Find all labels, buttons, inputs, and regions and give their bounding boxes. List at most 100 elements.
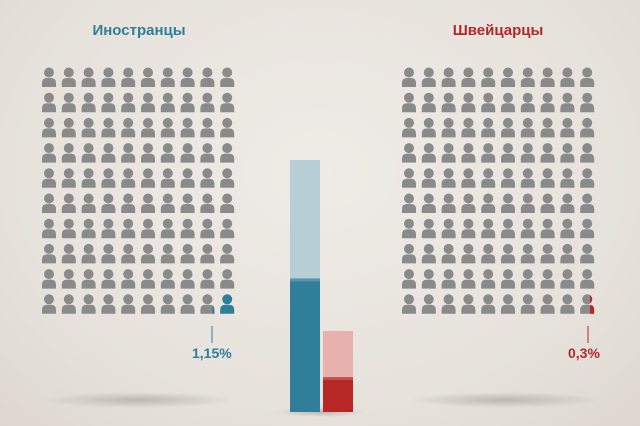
person-icon-1-91	[421, 294, 436, 314]
person-icon-1-3	[461, 67, 476, 87]
person-icon-1-11	[421, 92, 436, 113]
person-icon-1-65	[501, 218, 515, 239]
person-icon-1-5	[501, 67, 515, 87]
person-icon-0-77	[180, 243, 195, 264]
person-icon-0-66	[160, 218, 175, 239]
person-icon-1-27	[540, 117, 555, 138]
person-icon-0-79	[220, 243, 235, 264]
person-icon-1-14	[481, 92, 496, 113]
title-swiss: Швейцарцы	[453, 22, 544, 39]
person-icon-0-76	[160, 243, 175, 264]
person-icon-highlight-1	[590, 295, 595, 314]
person-icon-1-63	[461, 218, 476, 239]
person-icon-1-76	[520, 243, 535, 264]
person-icon-1-88	[560, 269, 575, 289]
value-label-foreigners: 1,15%	[192, 345, 232, 361]
pictogram-grid-swiss	[402, 67, 595, 314]
person-icon-1-94	[481, 294, 496, 314]
person-icon-0-1	[61, 67, 76, 87]
person-icon-0-89	[220, 269, 235, 289]
person-icon-1-50	[402, 193, 416, 213]
person-icon-0-6	[160, 67, 175, 87]
person-icon-0-29	[220, 117, 235, 138]
person-icon-1-2	[441, 67, 456, 87]
person-icon-0-58	[200, 193, 215, 213]
person-icon-1-38	[560, 143, 575, 163]
person-icon-0-92	[81, 294, 96, 314]
person-icon-1-21	[421, 117, 436, 138]
person-icon-0-7	[180, 67, 195, 87]
person-icon-1-53	[461, 193, 476, 213]
person-icon-0-59	[220, 193, 235, 213]
person-icon-1-51	[421, 193, 436, 213]
person-icon-1-19	[580, 92, 595, 113]
person-icon-0-82	[81, 269, 96, 289]
person-icon-0-53	[101, 193, 116, 213]
person-icon-0-46	[160, 168, 175, 188]
person-icon-0-98	[200, 294, 215, 314]
person-icon-0-28	[200, 117, 215, 138]
person-icon-1-58	[560, 193, 575, 213]
person-icon-0-8	[200, 67, 215, 87]
person-icon-1-96	[520, 294, 535, 314]
person-icon-1-67	[540, 218, 555, 239]
person-icon-1-49	[580, 168, 595, 188]
person-icon-1-39	[580, 143, 595, 163]
person-icon-0-62	[81, 218, 96, 239]
person-icon-1-78	[560, 243, 575, 264]
person-icon-0-27	[180, 117, 195, 138]
person-icon-0-85	[141, 269, 155, 289]
person-icon-0-81	[61, 269, 76, 289]
person-icon-1-72	[441, 243, 456, 264]
person-icon-0-67	[180, 218, 195, 239]
person-icon-0-49	[220, 168, 235, 188]
person-icon-1-66	[520, 218, 535, 239]
person-icon-1-68	[560, 218, 575, 239]
person-icon-0-25	[141, 117, 155, 138]
person-icon-0-3	[101, 67, 116, 87]
person-icon-0-40	[42, 168, 56, 188]
person-icon-1-89	[580, 269, 595, 289]
person-icon-1-60	[402, 218, 416, 239]
person-icon-1-54	[481, 193, 496, 213]
person-icon-1-45	[501, 168, 515, 188]
value-label-swiss: 0,3%	[568, 345, 600, 361]
person-icon-0-13	[101, 92, 116, 113]
person-icon-0-69	[220, 218, 235, 239]
person-icon-1-70	[402, 243, 416, 264]
person-icon-0-61	[61, 218, 76, 239]
person-icon-0-39	[220, 143, 235, 163]
person-icon-0-83	[101, 269, 116, 289]
person-icon-1-93	[461, 294, 476, 314]
person-icon-1-44	[481, 168, 496, 188]
person-icon-1-32	[441, 143, 456, 163]
person-icon-1-40	[402, 168, 416, 188]
person-icon-1-22	[441, 117, 456, 138]
person-icon-0-75	[141, 243, 155, 264]
person-icon-0-47	[180, 168, 195, 188]
person-icon-1-61	[421, 218, 436, 239]
person-icon-1-28	[560, 117, 575, 138]
person-icon-1-4	[481, 67, 496, 87]
person-icon-1-42	[441, 168, 456, 188]
person-icon-0-4	[121, 67, 136, 87]
person-icon-0-21	[61, 117, 76, 138]
person-icon-0-78	[200, 243, 215, 264]
person-icon-0-90	[42, 294, 56, 314]
person-icon-0-31	[61, 143, 76, 163]
person-icon-0-5	[141, 67, 155, 87]
person-icon-0-48	[200, 168, 215, 188]
person-icon-0-36	[160, 143, 175, 163]
person-icon-1-8	[560, 67, 575, 87]
person-icon-0-51	[61, 193, 76, 213]
person-icon-0-72	[81, 243, 96, 264]
person-icon-0-18	[200, 92, 215, 113]
person-icon-1-56	[520, 193, 535, 213]
person-icon-0-41	[61, 168, 76, 188]
person-icon-0-26	[160, 117, 175, 138]
person-icon-0-73	[101, 243, 116, 264]
person-icon-0-15	[141, 92, 155, 113]
person-icon-1-73	[461, 243, 476, 264]
person-icon-0-44	[121, 168, 136, 188]
person-icon-1-23	[461, 117, 476, 138]
